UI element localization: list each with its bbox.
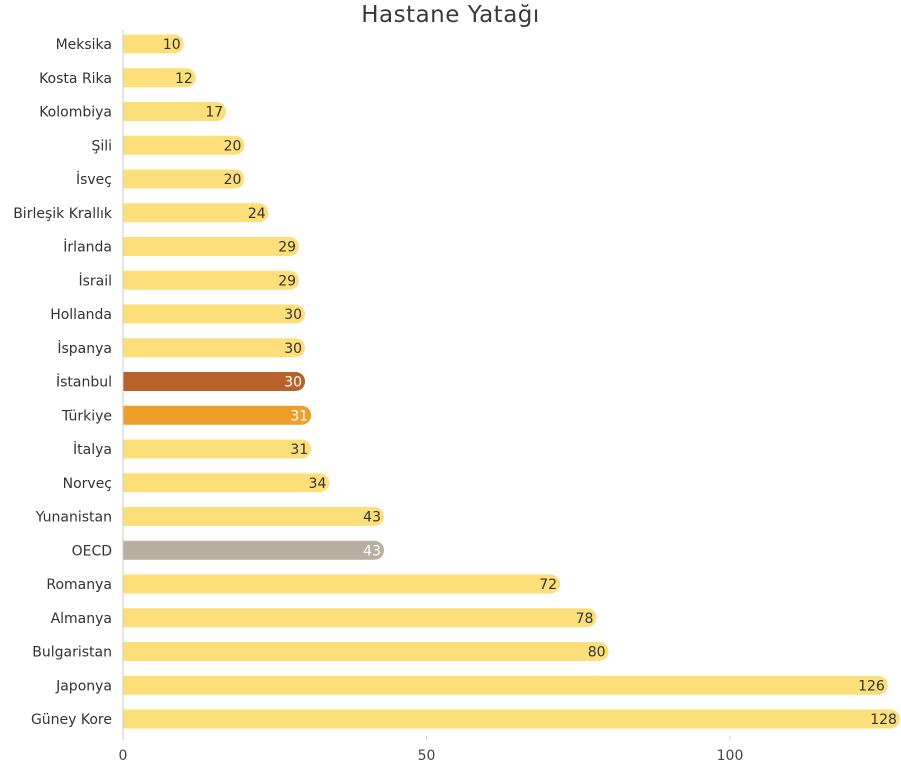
value-label-kosta-rika: 12 [175, 71, 193, 87]
value-label-ispanya: 30 [284, 341, 302, 357]
bar-yunanistan [123, 507, 385, 526]
category-label-meksika: Meksika [56, 37, 112, 53]
value-label-hollanda: 30 [284, 307, 302, 323]
category-label-guney-kore: Güney Kore [31, 712, 112, 728]
value-label-bulgaristan: 80 [588, 645, 606, 661]
value-label-kolombiya: 17 [205, 105, 223, 121]
bar-japonya [123, 675, 888, 695]
value-label-romanya: 72 [539, 577, 557, 593]
category-label-almanya: Almanya [51, 611, 112, 627]
bar-ispanya [123, 338, 306, 358]
bar-meksika [123, 34, 184, 54]
bar-almanya [123, 608, 597, 628]
category-label-irlanda: İrlanda [63, 238, 112, 256]
category-label-sili: Şili [91, 138, 112, 154]
category-label-birlesik-krallik: Birleşik Krallık [13, 206, 113, 222]
value-label-irlanda: 29 [278, 240, 296, 256]
category-label-israil: İsrail [78, 271, 112, 289]
bar-kolombiya [123, 102, 227, 121]
value-label-isvec: 20 [224, 172, 242, 188]
category-label-yunanistan: Yunanistan [35, 510, 112, 526]
value-label-italya: 31 [290, 442, 308, 458]
category-label-norvec: Norveç [63, 476, 112, 492]
value-label-birlesik-krallik: 24 [248, 206, 266, 222]
value-label-israil: 29 [278, 273, 296, 289]
value-label-guney-kore: 128 [870, 712, 897, 728]
value-label-japonya: 126 [858, 678, 885, 694]
category-label-isvec: İsveç [76, 170, 112, 188]
bar-romanya [123, 574, 561, 594]
bar-norvec [123, 473, 330, 493]
category-label-kosta-rika: Kosta Rika [39, 71, 112, 87]
category-label-kolombiya: Kolombiya [39, 105, 112, 121]
bars-group [123, 34, 900, 729]
value-label-meksika: 10 [163, 37, 181, 53]
value-label-turkiye: 31 [290, 408, 308, 424]
category-label-romanya: Romanya [46, 577, 112, 593]
bar-oecd [123, 540, 385, 560]
bar-sili [123, 135, 245, 155]
category-label-hollanda: Hollanda [50, 307, 112, 323]
bar-israil [123, 270, 300, 290]
bar-birlesik-krallik [123, 203, 269, 223]
category-label-oecd: OECD [72, 543, 112, 559]
value-label-yunanistan: 43 [363, 510, 381, 526]
value-label-istanbul: 30 [284, 375, 302, 391]
value-label-almanya: 78 [576, 611, 594, 627]
bar-bulgaristan [123, 642, 609, 661]
value-label-sili: 20 [224, 138, 242, 154]
category-label-turkiye: Türkiye [61, 408, 112, 424]
bar-guney-kore [123, 709, 900, 729]
bar-hollanda [123, 304, 306, 324]
bar-turkiye [123, 405, 312, 425]
bar-isvec [123, 169, 245, 189]
category-label-bulgaristan: Bulgaristan [32, 645, 112, 661]
category-label-ispanya: İspanya [57, 339, 112, 357]
bar-kosta-rika [123, 68, 196, 88]
x-tick-label-50: 50 [418, 748, 436, 764]
bar-italya [123, 439, 312, 459]
bar-istanbul [123, 372, 306, 391]
category-label-italya: İtalya [73, 440, 112, 458]
value-label-norvec: 34 [309, 476, 327, 492]
category-label-istanbul: İstanbul [56, 373, 112, 391]
bar-irlanda [123, 237, 300, 256]
category-label-japonya: Japonya [55, 678, 112, 694]
chart-title: Hastane Yatağı [361, 2, 540, 28]
value-label-oecd: 43 [363, 543, 381, 559]
x-tick-label-0: 0 [119, 748, 128, 764]
x-tick-label-100: 100 [717, 748, 744, 764]
